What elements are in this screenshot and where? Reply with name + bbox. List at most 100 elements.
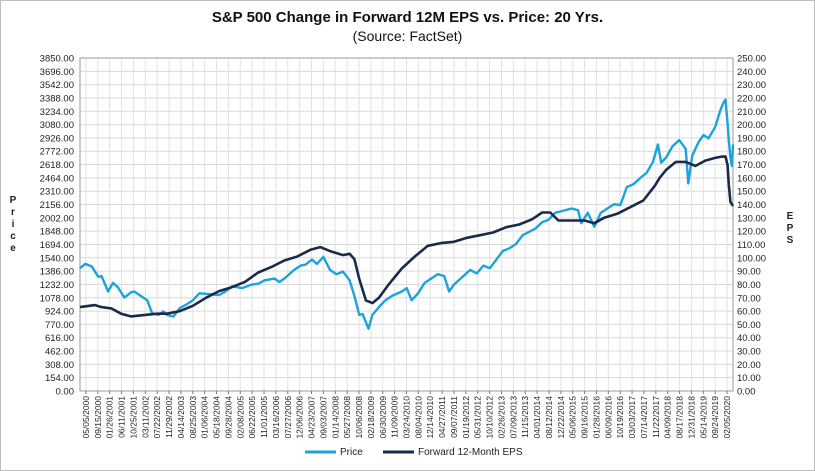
x-tick-label: 05/05/2000 (81, 396, 91, 439)
right-tick-label: 90.00 (737, 267, 761, 278)
x-tick-label: 01/26/2001 (105, 396, 115, 439)
x-tick-label: 04/09/2018 (663, 396, 673, 439)
left-tick-label: 2310.00 (40, 187, 74, 198)
x-tick-label: 03/11/2002 (140, 396, 150, 438)
x-tick-label: 08/12/2014 (544, 396, 554, 439)
axis-label-letter: e (10, 243, 16, 254)
x-tick-label: 04/14/2003 (176, 396, 186, 439)
x-tick-label: 04/23/2007 (307, 396, 317, 439)
x-tick-label: 02/08/2005 (235, 396, 245, 439)
right-tick-label: 80.00 (737, 280, 761, 291)
left-tick-label: 2156.00 (40, 200, 74, 211)
left-tick-label: 2618.00 (40, 160, 74, 171)
left-tick-label: 462.00 (45, 347, 74, 358)
right-tick-label: 130.00 (737, 213, 766, 224)
left-tick-label: 1694.00 (40, 240, 74, 251)
x-tick-label: 05/27/2008 (342, 396, 352, 439)
series-line-price (79, 98, 735, 330)
x-tick-label: 05/18/2004 (212, 396, 222, 439)
x-tick-label: 04/01/2014 (532, 396, 542, 439)
x-tick-label: 06/09/2016 (603, 396, 613, 439)
right-tick-label: 10.00 (737, 373, 761, 384)
left-tick-label: 924.00 (45, 307, 74, 318)
left-tick-label: 3542.00 (40, 80, 74, 91)
right-tick-label: 140.00 (737, 200, 766, 211)
left-tick-label: 3234.00 (40, 107, 74, 118)
x-tick-label: 01/06/2004 (200, 396, 210, 439)
legend-label-eps: Forward 12-Month EPS (418, 447, 523, 458)
x-tick-label: 04/27/2011 (437, 396, 447, 438)
grid-layer (80, 58, 733, 391)
x-tick-label: 07/14/2017 (639, 396, 649, 439)
axis-label-letter: E (787, 211, 794, 222)
right-tick-label: 230.00 (737, 80, 766, 91)
right-tick-label: 250.00 (737, 54, 766, 65)
left-tick-label: 2464.00 (40, 173, 74, 184)
x-tick-label: 10/10/2012 (485, 396, 495, 439)
x-tick-label: 03/24/2010 (402, 396, 412, 439)
left-tick-label: 2002.00 (40, 213, 74, 224)
x-tick-label: 03/16/2006 (271, 396, 281, 439)
x-tick-label: 08/04/2010 (413, 396, 423, 439)
right-tick-label: 200.00 (737, 120, 766, 131)
x-tick-label: 06/11/2001 (117, 396, 127, 438)
x-tick-label: 01/19/2012 (461, 396, 471, 439)
left-axis-label: Price (10, 195, 17, 254)
right-tick-label: 190.00 (737, 133, 766, 144)
legend: Price Forward 12-Month EPS (305, 447, 523, 458)
x-tick-label: 08/17/2018 (675, 396, 685, 439)
axis-label-letter: i (12, 219, 15, 230)
x-tick-label: 01/14/2008 (330, 396, 340, 439)
axis-label-letter: P (10, 195, 17, 206)
left-tick-label: 1078.00 (40, 293, 74, 304)
axis-label-letter: P (787, 223, 794, 234)
x-tick-label: 10/19/2016 (615, 396, 625, 439)
x-tick-label: 05/14/2019 (698, 396, 708, 439)
left-tick-label: 770.00 (45, 320, 74, 331)
left-tick-label: 616.00 (45, 333, 74, 344)
legend-label-price: Price (340, 447, 363, 458)
x-tick-label: 01/28/2016 (591, 396, 601, 439)
x-axis-ticks: 05/05/2000 09/15/2000 01/26/2001 06/11/2001… (81, 391, 732, 439)
x-tick-label: 11/29/2002 (164, 396, 174, 438)
right-tick-label: 220.00 (737, 93, 766, 104)
left-tick-label: 1540.00 (40, 253, 74, 264)
left-tick-label: 1386.00 (40, 267, 74, 278)
x-tick-label: 06/30/2009 (378, 396, 388, 439)
right-tick-label: 110.00 (737, 240, 765, 251)
x-tick-label: 07/09/2013 (508, 396, 518, 439)
right-tick-label: 50.00 (737, 320, 761, 331)
x-tick-label: 09/03/2007 (318, 396, 328, 439)
chart-subtitle: (Source: FactSet) (352, 28, 463, 44)
right-tick-label: 120.00 (737, 227, 766, 238)
left-tick-label: 3080.00 (40, 120, 74, 131)
left-tick-label: 154.00 (45, 373, 74, 384)
x-tick-label: 11/09/2009 (390, 396, 400, 438)
left-tick-label: 1232.00 (40, 280, 74, 291)
right-tick-label: 70.00 (737, 293, 761, 304)
x-tick-label: 09/15/2000 (93, 396, 103, 439)
right-tick-label: 240.00 (737, 67, 766, 78)
x-tick-label: 12/06/2006 (295, 396, 305, 439)
chart-title: S&P 500 Change in Forward 12M EPS vs. Pr… (211, 9, 604, 26)
x-tick-label: 12/22/2014 (556, 396, 566, 439)
x-tick-label: 03/03/2017 (627, 396, 637, 439)
axis-label-letter: r (11, 207, 15, 218)
left-tick-label: 0.00 (56, 387, 75, 398)
x-tick-label: 11/15/2013 (520, 396, 530, 438)
right-axis-label: EPS (787, 211, 794, 246)
x-tick-label: 02/26/2013 (496, 396, 506, 439)
x-tick-label: 02/05/2020 (722, 396, 732, 439)
right-tick-label: 160.00 (737, 173, 766, 184)
right-tick-label: 40.00 (737, 333, 761, 344)
series-line-eps (79, 155, 735, 318)
left-tick-label: 2926.00 (40, 133, 74, 144)
left-tick-label: 3850.00 (40, 54, 74, 65)
x-tick-label: 09/24/2019 (710, 396, 720, 439)
left-tick-label: 308.00 (45, 360, 74, 371)
x-tick-label: 07/22/2002 (152, 396, 162, 439)
x-tick-label: 11/01/2005 (259, 396, 269, 438)
x-tick-label: 07/27/2006 (283, 396, 293, 439)
x-tick-label: 10/06/2008 (354, 396, 364, 439)
